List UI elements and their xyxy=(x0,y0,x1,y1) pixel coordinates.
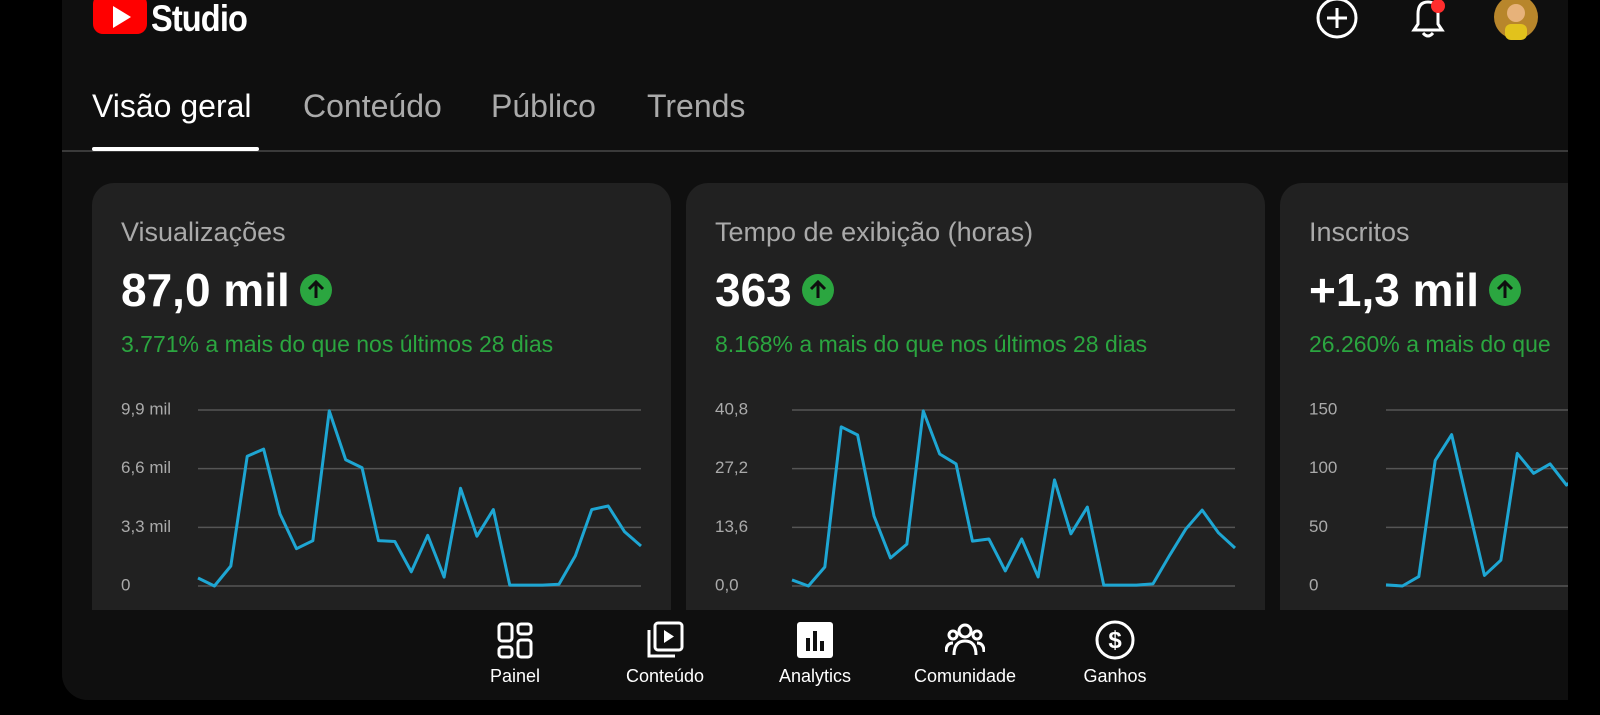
nav-icon xyxy=(647,621,684,658)
nav-item[interactable]: Painel xyxy=(440,620,590,687)
card-value: 363 xyxy=(715,263,834,317)
avatar[interactable] xyxy=(1493,0,1539,40)
card-chart: 0,0 13,6 27,2 40,8 xyxy=(715,399,1237,594)
active-tab-indicator xyxy=(92,147,259,151)
icon-arrow xyxy=(307,279,324,298)
data-line xyxy=(1385,433,1568,588)
card-chart: 0 3,3 mil 6,6 mil 9,9 mil xyxy=(121,399,642,594)
card-change: 26.260% a mais do que xyxy=(1309,331,1551,357)
y-tick-label: 9,9 mil xyxy=(121,399,171,418)
card-chart: 0 50 100 150 xyxy=(1309,399,1568,594)
trend-up-icon xyxy=(1489,274,1522,306)
card-value-text: 87,0 mil xyxy=(121,264,290,316)
card-value: +1,3 mil xyxy=(1309,263,1522,317)
nav-item[interactable]: Comunidade xyxy=(890,620,1040,687)
data-line xyxy=(197,409,642,588)
nav-label: Conteúdo xyxy=(625,666,705,686)
y-tick-label: 50 xyxy=(1309,517,1328,536)
tab[interactable]: Conteúdo xyxy=(303,88,442,124)
y-tick-label: 6,6 mil xyxy=(121,458,171,477)
tab[interactable]: Público xyxy=(491,88,596,124)
tab[interactable]: Trends xyxy=(647,88,746,124)
y-tick-label: 27,2 xyxy=(715,458,748,477)
nav-label: Ganhos xyxy=(1083,666,1147,686)
y-tick-label: 40,8 xyxy=(715,399,748,418)
trend-up-icon xyxy=(801,274,834,306)
nav-label: Comunidade xyxy=(913,666,1017,686)
y-tick-label: 100 xyxy=(1309,458,1337,477)
tab[interactable]: Visão geral xyxy=(92,88,252,124)
studio-app: Studio Visão geral Conteúdo Público Tren… xyxy=(62,0,1568,700)
create-button[interactable] xyxy=(1315,0,1359,40)
tab-divider xyxy=(62,150,1568,152)
y-tick-label: 0 xyxy=(1309,575,1318,594)
metric-card[interactable]: Tempo de exibição (horas) 363 8.168% a mai… xyxy=(686,183,1265,700)
youtube-logo[interactable] xyxy=(93,0,149,36)
y-tick-label: 3,3 mil xyxy=(121,517,171,536)
card-value-text: 363 xyxy=(715,264,792,316)
svg-text:$: $ xyxy=(1108,627,1122,654)
nav-icon: $ xyxy=(1095,620,1135,660)
card-title: Tempo de exibição (horas) xyxy=(715,217,1034,247)
nav-icon xyxy=(797,622,833,658)
card-value-text: +1,3 mil xyxy=(1309,264,1480,316)
nav-item[interactable]: $ Ganhos xyxy=(1040,620,1190,687)
y-tick-label: 150 xyxy=(1309,399,1337,418)
nav-item[interactable]: Conteúdo xyxy=(590,620,740,687)
nav-label: Painel xyxy=(489,666,541,686)
nav-icon xyxy=(945,623,985,656)
card-value: 87,0 mil xyxy=(121,263,332,317)
card-title: Visualizações xyxy=(121,217,286,247)
icon-arrow xyxy=(809,279,826,298)
y-tick-label: 0,0 xyxy=(715,575,739,594)
icon-arrow xyxy=(1497,279,1514,298)
nav-label: Analytics xyxy=(778,666,852,686)
card-change: 8.168% a mais do que nos últimos 28 dias xyxy=(715,331,1148,357)
notifications-button[interactable] xyxy=(1406,0,1450,40)
card-title: Inscritos xyxy=(1309,217,1410,247)
y-tick-label: 13,6 xyxy=(715,517,748,536)
nav-item[interactable]: Analytics xyxy=(740,620,890,687)
data-line xyxy=(791,409,1237,588)
nav-icon xyxy=(497,622,533,659)
card-change: 3.771% a mais do que nos últimos 28 dias xyxy=(121,331,554,357)
bottom-nav: Painel Conteúdo Analytics Comunidade $ Ganhos xyxy=(62,610,1568,700)
logo-text: Studio xyxy=(151,0,248,39)
trend-up-icon xyxy=(299,274,332,306)
y-tick-label: 0 xyxy=(121,575,130,594)
